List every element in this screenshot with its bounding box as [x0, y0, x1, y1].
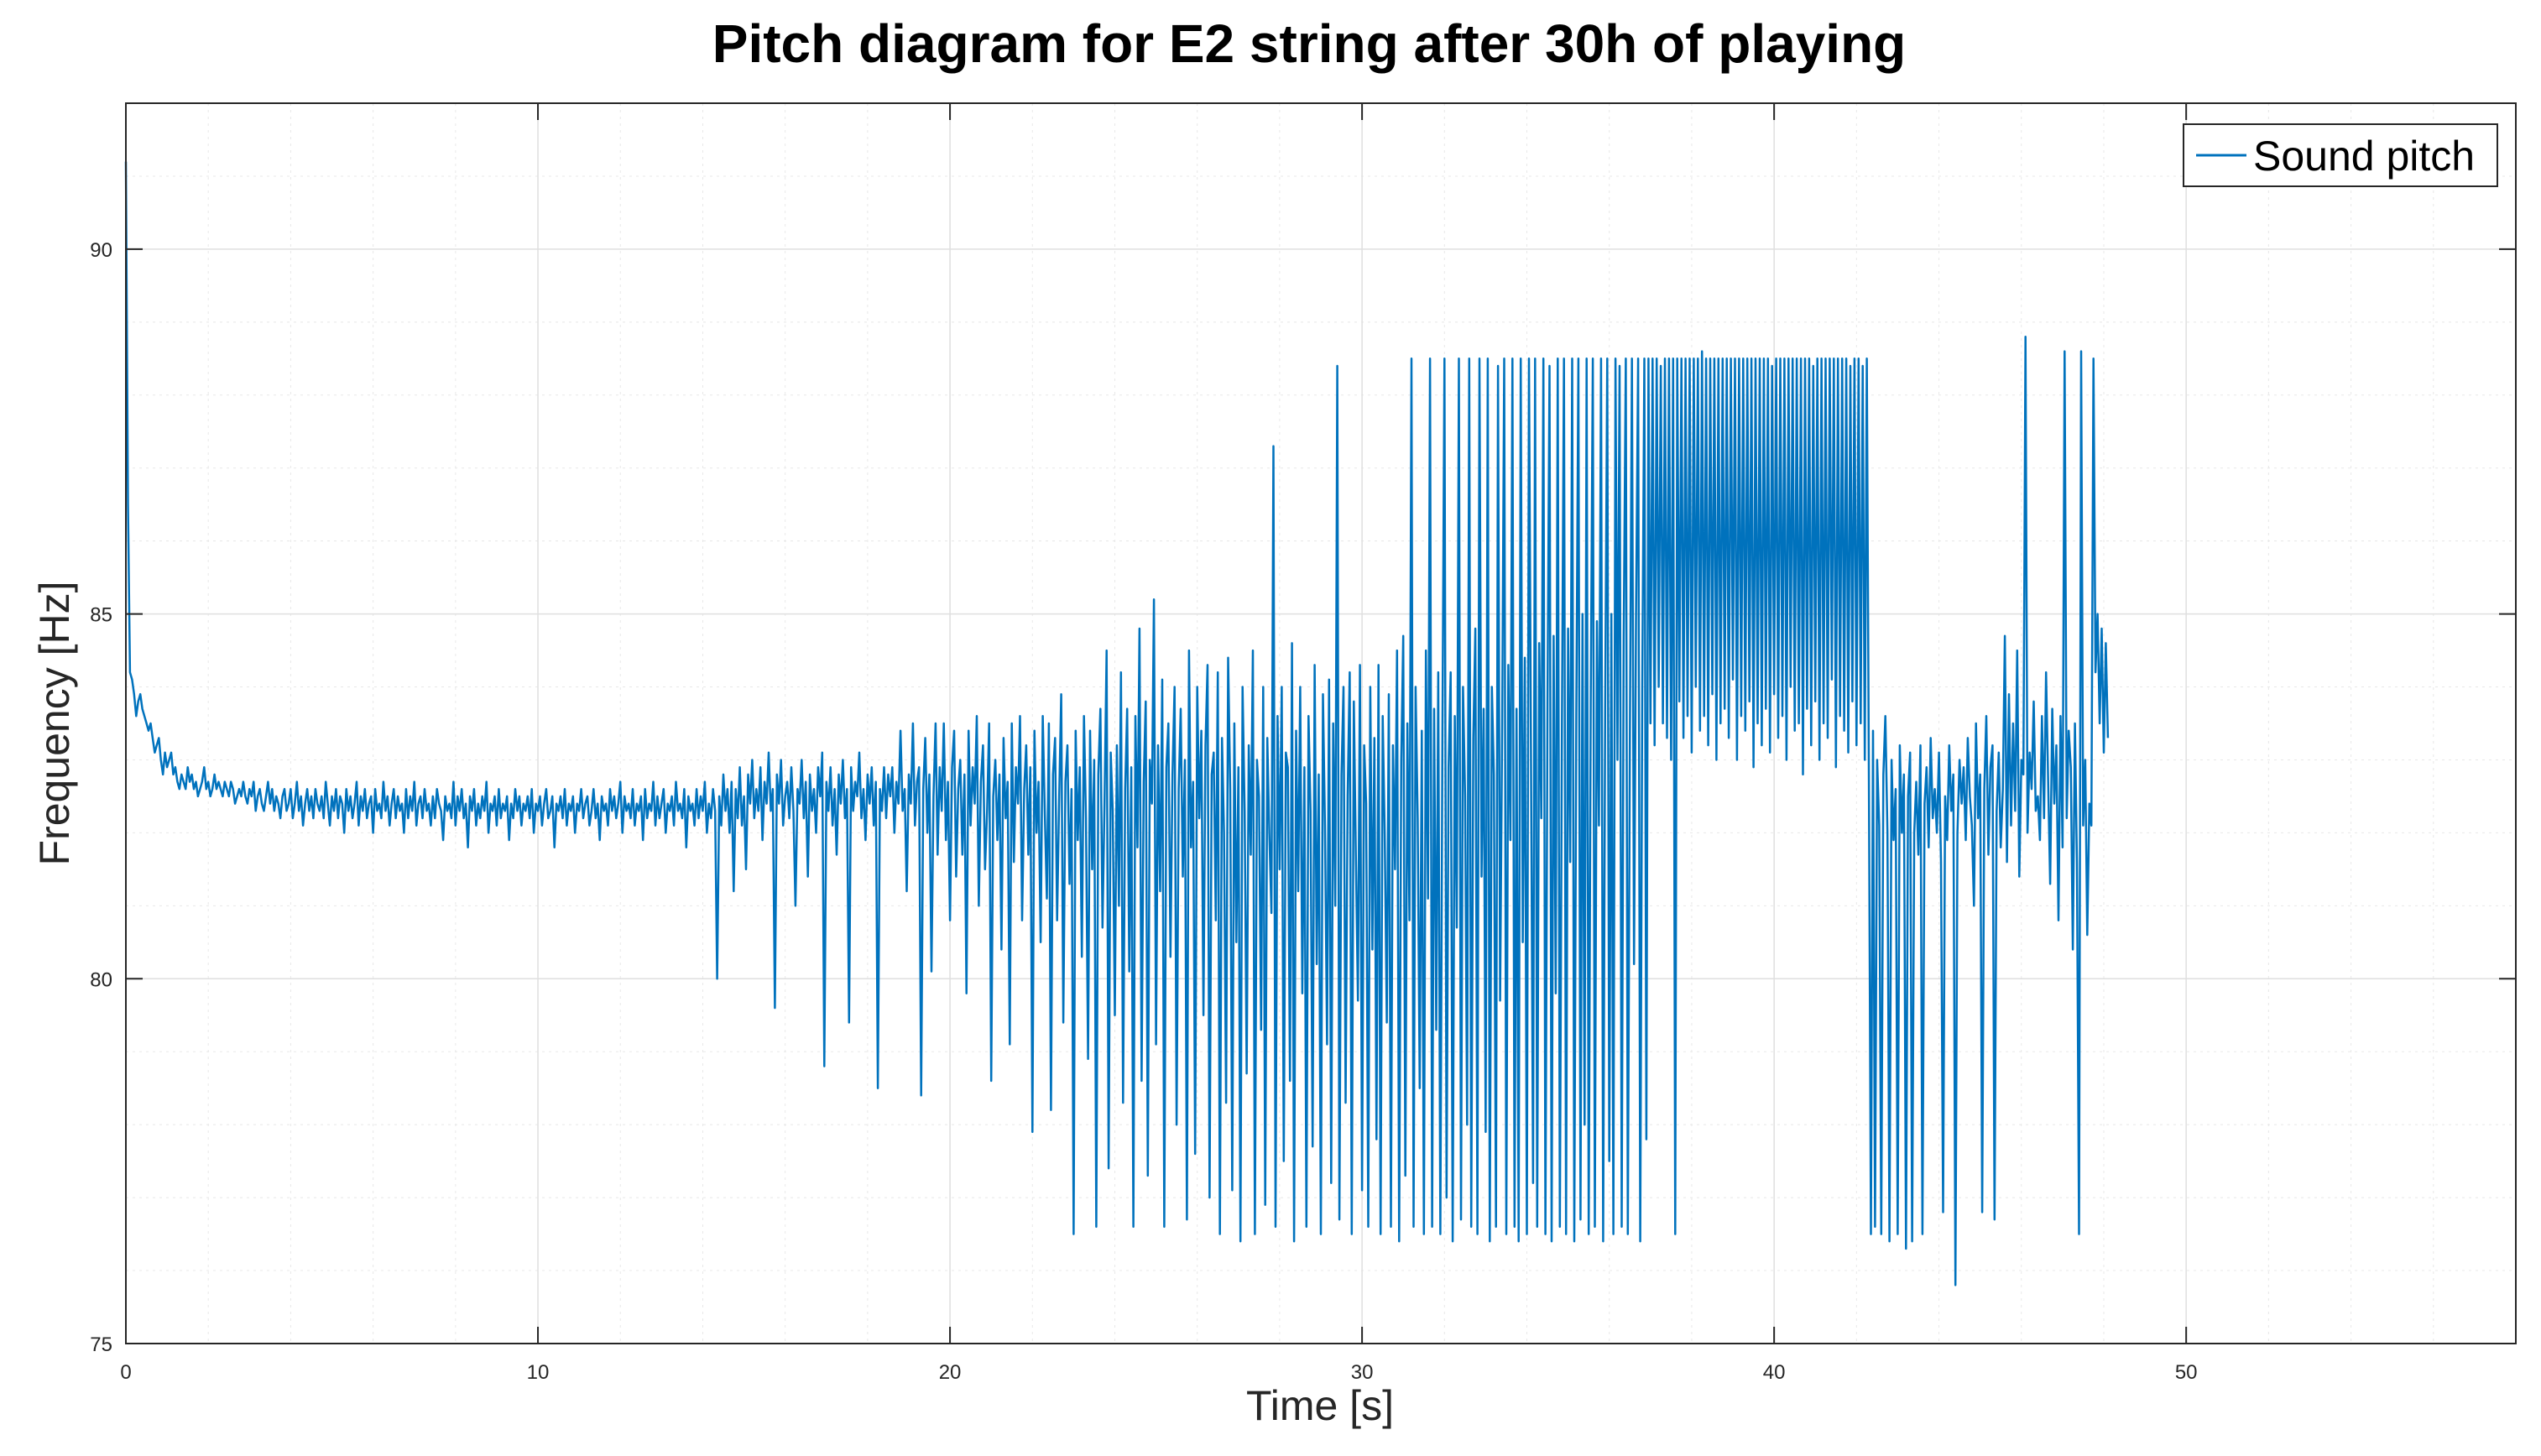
y-tick-label: 85 — [90, 604, 112, 627]
x-tick-label: 40 — [1763, 1361, 1786, 1384]
series-line-sound-pitch — [124, 161, 2110, 1286]
axes-box — [125, 102, 2517, 1344]
legend-entry-sound-pitch: Sound pitch — [2253, 133, 2475, 180]
series-layer — [124, 161, 2110, 1286]
legend: Sound pitch — [2183, 123, 2498, 187]
x-tick-label: 10 — [527, 1361, 550, 1384]
x-axis-label: Time [s] — [1246, 1382, 1394, 1429]
plot-area — [124, 102, 2517, 1344]
y-axis-label: Frequency [Hz] — [31, 581, 78, 865]
x-axis-tick-labels: 0 10 20 30 40 50 — [120, 1361, 2197, 1384]
y-tick-label: 80 — [90, 968, 112, 991]
x-tick-label: 0 — [120, 1361, 131, 1384]
chart-title: Pitch diagram for E2 string after 30h of… — [712, 13, 1907, 74]
x-tick-label: 50 — [2175, 1361, 2198, 1384]
y-tick-label: 90 — [90, 239, 112, 262]
y-tick-label: 75 — [90, 1333, 112, 1356]
x-tick-label: 20 — [939, 1361, 962, 1384]
tick-marks — [125, 103, 2516, 1344]
y-axis-tick-labels: 75 80 85 90 — [90, 239, 112, 1356]
x-tick-label: 30 — [1351, 1361, 1374, 1384]
